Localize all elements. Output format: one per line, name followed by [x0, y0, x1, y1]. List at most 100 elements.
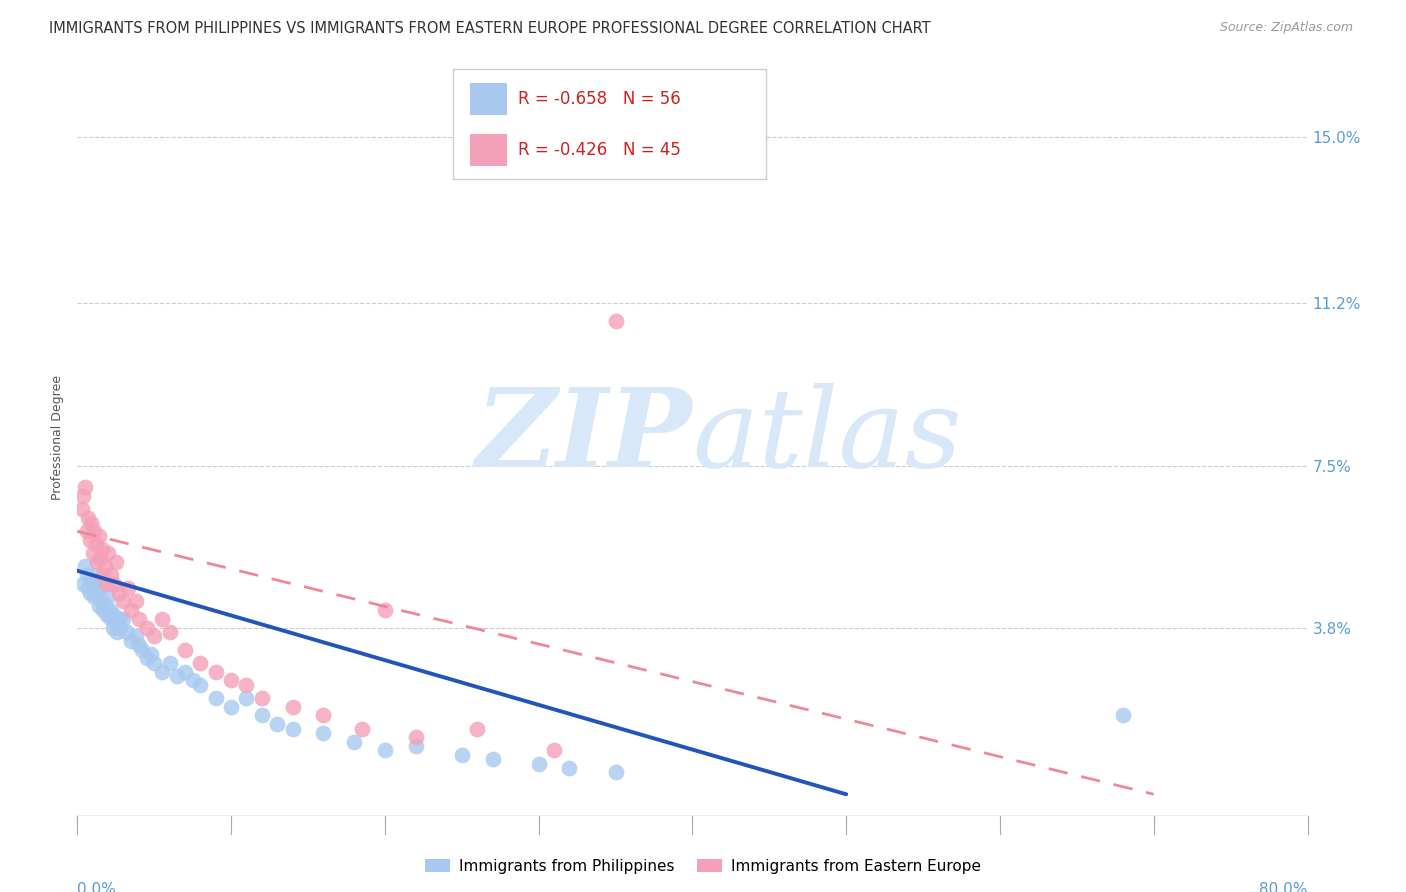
Point [77, 511, 100, 525]
Point [174, 665, 197, 679]
Point [82, 577, 104, 591]
Point [558, 761, 581, 775]
Point [141, 647, 163, 661]
Point [150, 612, 173, 626]
Text: ZIP: ZIP [475, 384, 693, 491]
Point [120, 633, 142, 648]
Point [350, 722, 373, 736]
Point [250, 690, 273, 705]
Point [204, 665, 226, 679]
Point [605, 765, 627, 780]
Point [80, 516, 103, 530]
Point [250, 708, 273, 723]
Point [84, 537, 107, 551]
Text: IMMIGRANTS FROM PHILIPPINES VS IMMIGRANTS FROM EASTERN EUROPE PROFESSIONAL DEGRE: IMMIGRANTS FROM PHILIPPINES VS IMMIGRANT… [49, 21, 931, 36]
Point [112, 594, 135, 608]
Point [76, 568, 98, 582]
Point [235, 690, 257, 705]
Point [72, 489, 94, 503]
Point [89, 582, 111, 596]
Point [125, 630, 148, 644]
Text: 0.0%: 0.0% [77, 882, 117, 892]
Point [143, 656, 166, 670]
Point [101, 621, 124, 635]
Point [117, 582, 139, 596]
Text: atlas: atlas [693, 384, 962, 491]
Point [83, 590, 105, 604]
Point [312, 726, 335, 740]
Point [181, 673, 204, 688]
Point [131, 642, 153, 657]
Point [481, 752, 503, 766]
Point [312, 708, 335, 723]
Point [150, 665, 173, 679]
Point [86, 585, 108, 599]
Point [89, 550, 111, 565]
Point [79, 533, 101, 547]
Point [125, 594, 148, 608]
Point [93, 568, 115, 582]
Point [105, 625, 128, 640]
FancyBboxPatch shape [470, 83, 506, 115]
Point [83, 524, 105, 539]
Point [104, 555, 127, 569]
Point [87, 529, 110, 543]
Point [374, 743, 396, 757]
Point [96, 577, 118, 591]
Point [86, 555, 108, 569]
Point [374, 603, 396, 617]
Point [76, 524, 98, 539]
FancyBboxPatch shape [453, 70, 766, 179]
Text: 80.0%: 80.0% [1260, 882, 1308, 892]
Point [79, 585, 101, 599]
Point [143, 630, 166, 644]
Point [159, 656, 181, 670]
Point [73, 481, 96, 495]
Point [108, 585, 131, 599]
Point [104, 616, 127, 631]
Point [87, 599, 110, 613]
Point [405, 739, 427, 753]
Point [281, 699, 304, 714]
Point [103, 577, 125, 591]
Point [110, 621, 132, 635]
Point [235, 678, 257, 692]
Point [450, 747, 472, 762]
Text: Source: ZipAtlas.com: Source: ZipAtlas.com [1219, 21, 1353, 34]
Point [605, 314, 627, 328]
Point [93, 603, 115, 617]
Point [527, 756, 550, 771]
Point [188, 678, 212, 692]
Point [188, 656, 212, 670]
Point [128, 612, 150, 626]
Point [405, 731, 427, 745]
Point [281, 722, 304, 736]
FancyBboxPatch shape [470, 134, 506, 166]
Point [166, 669, 188, 683]
Point [108, 612, 131, 626]
Point [174, 642, 197, 657]
Point [72, 577, 94, 591]
Point [204, 690, 226, 705]
Point [73, 559, 96, 574]
Point [70, 502, 93, 516]
Point [98, 603, 121, 617]
Point [135, 651, 157, 665]
Point [97, 590, 120, 604]
Point [1112, 708, 1135, 723]
Text: R = -0.426   N = 45: R = -0.426 N = 45 [517, 141, 681, 159]
Point [100, 568, 122, 582]
Point [219, 699, 242, 714]
Point [159, 625, 181, 640]
Point [97, 546, 120, 560]
Y-axis label: Professional Degree: Professional Degree [51, 375, 65, 500]
Point [82, 546, 104, 560]
Point [135, 621, 157, 635]
Point [84, 568, 107, 582]
Point [90, 594, 114, 608]
Point [343, 734, 366, 748]
Point [120, 603, 142, 617]
Point [94, 599, 117, 613]
Point [112, 612, 135, 626]
Point [94, 559, 117, 574]
